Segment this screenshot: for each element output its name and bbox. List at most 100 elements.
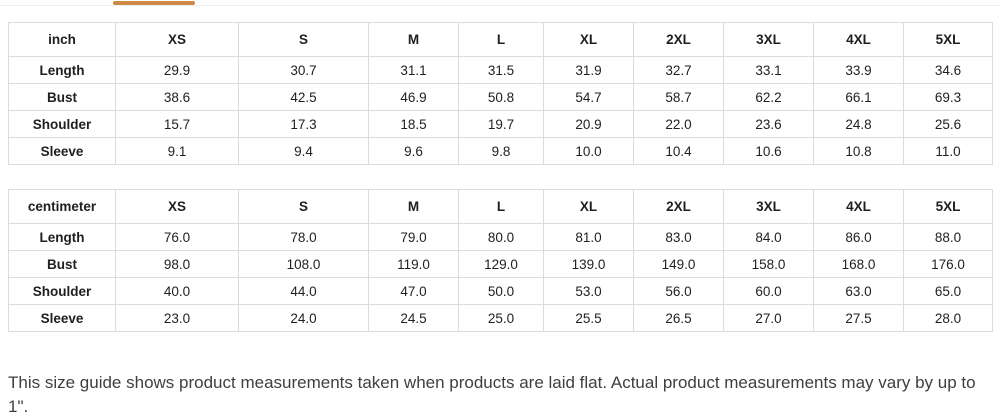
table-cell: 79.0 (368, 223, 459, 251)
unit-header: inch (8, 22, 116, 57)
table-cell: 56.0 (633, 277, 724, 305)
size-column-header: XL (543, 22, 634, 57)
row-label: Length (8, 56, 116, 84)
table-cell: 168.0 (813, 250, 904, 278)
table-cell: 27.5 (813, 304, 904, 332)
table-cell: 42.5 (238, 83, 369, 111)
table-row: Length 29.9 30.7 31.1 31.5 31.9 32.7 33.1 33.9 34… (8, 56, 993, 84)
table-cell: 60.0 (723, 277, 814, 305)
table-cell: 18.5 (368, 110, 459, 138)
size-tables: inch XS S M L XL 2XL 3XL 4XL 5XL Length 29.9 30.7 31.… (8, 22, 993, 332)
table-cell: 34.6 (903, 56, 993, 84)
table-cell: 24.0 (238, 304, 369, 332)
table-cell: 26.5 (633, 304, 724, 332)
table-cell: 10.8 (813, 137, 904, 165)
size-column-header: 4XL (813, 22, 904, 57)
table-cell: 108.0 (238, 250, 369, 278)
table-cell: 62.2 (723, 83, 814, 111)
size-column-header: M (368, 189, 459, 224)
table-cell: 47.0 (368, 277, 459, 305)
table-cell: 22.0 (633, 110, 724, 138)
row-label: Shoulder (8, 277, 116, 305)
table-cell: 9.6 (368, 137, 459, 165)
table-cell: 10.4 (633, 137, 724, 165)
table-cell: 44.0 (238, 277, 369, 305)
size-column-header: L (458, 22, 544, 57)
table-row: Length 76.0 78.0 79.0 80.0 81.0 83.0 84.0 86.0 88… (8, 223, 993, 251)
size-guide-note: This size guide shows product measuremen… (8, 373, 976, 416)
table-cell: 81.0 (543, 223, 634, 251)
table-cell: 32.7 (633, 56, 724, 84)
table-cell: 25.0 (458, 304, 544, 332)
table-cell: 33.1 (723, 56, 814, 84)
size-column-header: 4XL (813, 189, 904, 224)
table-row: Sleeve 23.0 24.0 24.5 25.0 25.5 26.5 27.0 27.5 28… (8, 304, 993, 332)
table-cell: 129.0 (458, 250, 544, 278)
size-column-header: XS (115, 22, 239, 57)
table-cell: 66.1 (813, 83, 904, 111)
table-cell: 30.7 (238, 56, 369, 84)
size-column-header: XS (115, 189, 239, 224)
table-cell: 24.8 (813, 110, 904, 138)
table-cell: 25.6 (903, 110, 993, 138)
table-cell: 9.1 (115, 137, 239, 165)
table-cell: 25.5 (543, 304, 634, 332)
table-cell: 149.0 (633, 250, 724, 278)
table-cell: 69.3 (903, 83, 993, 111)
table-cell: 29.9 (115, 56, 239, 84)
table-cell: 65.0 (903, 277, 993, 305)
table-cell: 38.6 (115, 83, 239, 111)
table-cell: 31.5 (458, 56, 544, 84)
header-row: inch XS S M L XL 2XL 3XL 4XL 5XL (8, 22, 993, 57)
table-row: Bust 98.0 108.0 119.0 129.0 139.0 149.0 158.0 16… (8, 250, 993, 278)
table-cell: 19.7 (458, 110, 544, 138)
table-row: Sleeve 9.1 9.4 9.6 9.8 10.0 10.4 10.6 10.8 11.0 (8, 137, 993, 165)
table-cell: 158.0 (723, 250, 814, 278)
table-cell: 98.0 (115, 250, 239, 278)
table-cell: 54.7 (543, 83, 634, 111)
table-cell: 84.0 (723, 223, 814, 251)
size-table-centimeter: centimeter XS S M L XL 2XL 3XL 4XL 5XL Length 76.0 7… (8, 189, 993, 332)
table-cell: 24.5 (368, 304, 459, 332)
table-cell: 31.1 (368, 56, 459, 84)
size-column-header: XL (543, 189, 634, 224)
row-label: Bust (8, 83, 116, 111)
table-cell: 20.9 (543, 110, 634, 138)
table-cell: 83.0 (633, 223, 724, 251)
row-label: Shoulder (8, 110, 116, 138)
active-tab-indicator[interactable] (113, 1, 195, 5)
table-row: Shoulder 40.0 44.0 47.0 50.0 53.0 56.0 60.0 63.0… (8, 277, 993, 305)
table-cell: 46.9 (368, 83, 459, 111)
table-cell: 58.7 (633, 83, 724, 111)
table-cell: 17.3 (238, 110, 369, 138)
table-cell: 28.0 (903, 304, 993, 332)
table-cell: 86.0 (813, 223, 904, 251)
size-column-header: 2XL (633, 22, 724, 57)
size-column-header: L (458, 189, 544, 224)
table-cell: 15.7 (115, 110, 239, 138)
size-table-inch: inch XS S M L XL 2XL 3XL 4XL 5XL Length 29.9 30.7 31.… (8, 22, 993, 165)
table-cell: 50.0 (458, 277, 544, 305)
table-cell: 10.6 (723, 137, 814, 165)
table-cell: 88.0 (903, 223, 993, 251)
table-cell: 27.0 (723, 304, 814, 332)
size-column-header: 5XL (903, 22, 993, 57)
table-cell: 31.9 (543, 56, 634, 84)
table-cell: 63.0 (813, 277, 904, 305)
table-cell: 53.0 (543, 277, 634, 305)
table-cell: 9.4 (238, 137, 369, 165)
table-cell: 33.9 (813, 56, 904, 84)
header-row: centimeter XS S M L XL 2XL 3XL 4XL 5XL (8, 189, 993, 224)
table-cell: 9.8 (458, 137, 544, 165)
unit-header: centimeter (8, 189, 116, 224)
table-cell: 78.0 (238, 223, 369, 251)
row-label: Bust (8, 250, 116, 278)
table-cell: 23.0 (115, 304, 239, 332)
size-column-header: 3XL (723, 189, 814, 224)
tab-bar (0, 0, 1000, 6)
size-column-header: 2XL (633, 189, 724, 224)
table-row: Shoulder 15.7 17.3 18.5 19.7 20.9 22.0 23.6 24.8… (8, 110, 993, 138)
size-column-header: 3XL (723, 22, 814, 57)
table-cell: 23.6 (723, 110, 814, 138)
table-cell: 50.8 (458, 83, 544, 111)
